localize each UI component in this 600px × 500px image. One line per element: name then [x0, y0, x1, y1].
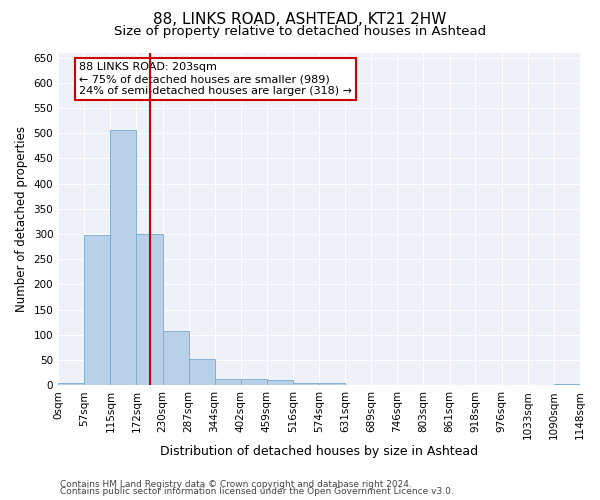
- Bar: [241, 379, 267, 386]
- Text: Contains HM Land Registry data © Crown copyright and database right 2024.: Contains HM Land Registry data © Crown c…: [60, 480, 412, 489]
- Y-axis label: Number of detached properties: Number of detached properties: [15, 126, 28, 312]
- Bar: [58, 383, 84, 386]
- Bar: [449, 385, 475, 386]
- X-axis label: Distribution of detached houses by size in Ashtead: Distribution of detached houses by size …: [160, 444, 478, 458]
- Bar: [110, 130, 136, 386]
- Bar: [319, 383, 345, 386]
- Bar: [215, 379, 241, 386]
- Text: Size of property relative to detached houses in Ashtead: Size of property relative to detached ho…: [114, 25, 486, 38]
- Bar: [188, 358, 215, 386]
- Bar: [293, 383, 319, 386]
- Bar: [163, 331, 188, 386]
- Bar: [136, 234, 163, 386]
- Text: Contains public sector information licensed under the Open Government Licence v3: Contains public sector information licen…: [60, 488, 454, 496]
- Bar: [267, 380, 293, 386]
- Bar: [84, 234, 110, 386]
- Text: 88 LINKS ROAD: 203sqm
← 75% of detached houses are smaller (989)
24% of semi-det: 88 LINKS ROAD: 203sqm ← 75% of detached …: [79, 62, 352, 96]
- Text: 88, LINKS ROAD, ASHTEAD, KT21 2HW: 88, LINKS ROAD, ASHTEAD, KT21 2HW: [154, 12, 446, 28]
- Bar: [554, 384, 580, 386]
